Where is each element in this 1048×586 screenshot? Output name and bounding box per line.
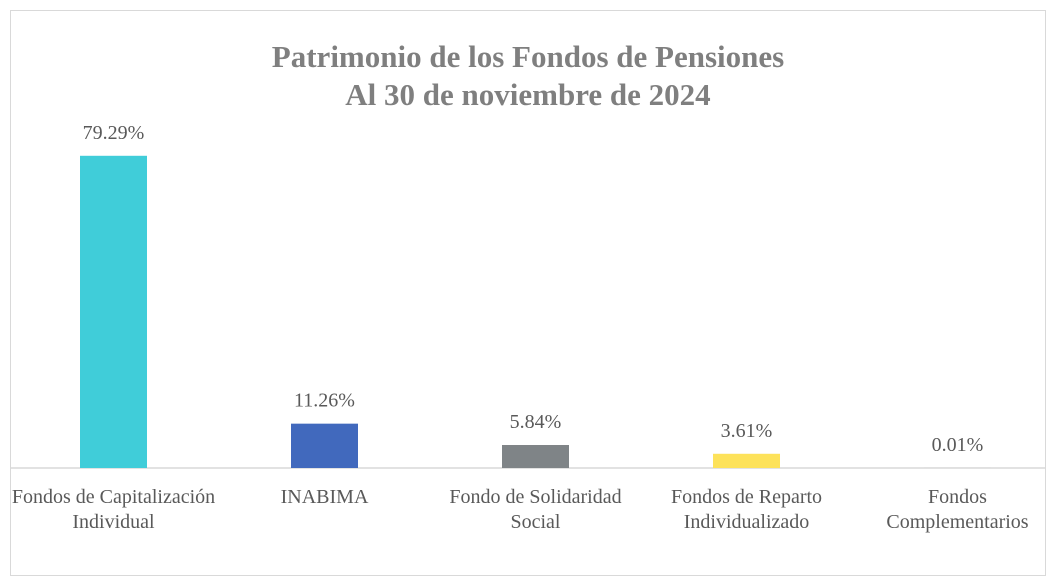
data-label: 79.29%	[83, 122, 145, 144]
data-label: 0.01%	[932, 434, 984, 456]
data-label: 11.26%	[294, 390, 355, 412]
bar	[291, 423, 358, 468]
bar	[713, 453, 780, 468]
x-tick-label: Fondo de Solidaridad Social	[449, 486, 622, 533]
chart-title: Patrimonio de los Fondos de Pensiones	[272, 39, 784, 74]
x-tick-label: Fondos Complementarios	[886, 486, 1029, 533]
chart-frame	[10, 10, 1046, 576]
x-tick-label: Fondos de Capitalización Individual	[11, 486, 216, 533]
data-label: 5.84%	[510, 411, 562, 433]
x-tick-label: INABIMA	[280, 486, 369, 508]
chart-subtitle: Al 30 de noviembre de 2024	[345, 77, 710, 112]
bar	[80, 155, 147, 468]
x-tick-label: Fondos de Reparto Individualizado	[670, 486, 823, 533]
bar	[502, 445, 569, 468]
data-label: 3.61%	[721, 420, 773, 442]
